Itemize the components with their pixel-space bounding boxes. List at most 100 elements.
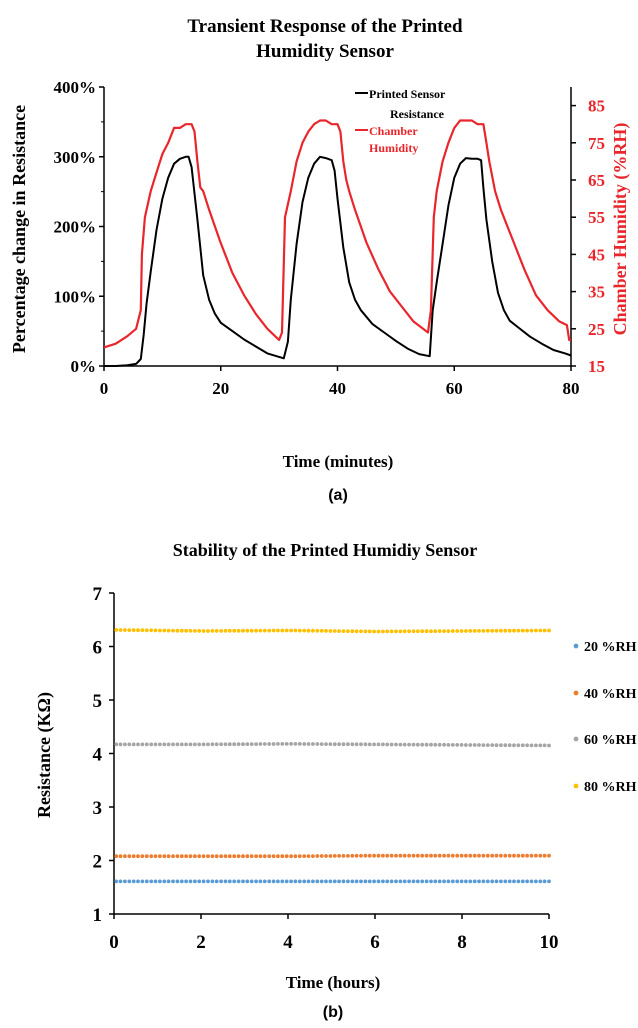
chart-a-x-tick-label: 40 — [329, 379, 346, 398]
data-point — [516, 879, 521, 884]
data-point — [437, 879, 442, 884]
data-point — [149, 879, 154, 884]
data-point — [525, 628, 529, 633]
data-point — [424, 853, 429, 858]
data-point — [227, 742, 232, 747]
data-point — [306, 628, 311, 633]
data-point — [433, 742, 438, 747]
data-point — [184, 879, 189, 884]
data-point — [153, 628, 158, 633]
legend-marker — [573, 783, 579, 789]
data-point — [249, 854, 254, 859]
data-point — [381, 879, 385, 884]
data-point — [507, 879, 512, 884]
data-point — [485, 853, 490, 858]
data-point — [324, 742, 328, 746]
data-point — [166, 742, 171, 747]
data-point — [433, 629, 438, 634]
series-line-chamber-humidity — [103, 119, 571, 349]
chart-a-y2-tick-label: 35 — [588, 283, 605, 302]
series-80-rhpoints — [114, 628, 551, 634]
data-point — [153, 742, 158, 747]
chart-a-y2-tick-label: 85 — [588, 97, 605, 116]
data-point — [271, 854, 276, 859]
data-point — [402, 879, 407, 884]
data-point — [219, 629, 224, 633]
chart-a-x-tick-label: 60 — [446, 379, 463, 398]
data-point — [324, 854, 328, 858]
data-point — [297, 854, 302, 859]
chart-b-y-tick-label: 7 — [93, 584, 103, 605]
data-point — [271, 628, 276, 633]
data-point — [219, 879, 224, 884]
chart-a-axes: 0 20 40 60 80 0% 100% 200% 300% 400% 15 25 35 45 55 65 7… — [54, 78, 606, 398]
data-point — [158, 742, 162, 747]
data-point — [468, 853, 473, 858]
series-40-rhpoints — [114, 853, 551, 859]
data-point — [197, 879, 202, 884]
data-point — [328, 854, 333, 858]
data-point — [389, 629, 394, 634]
data-point — [363, 879, 368, 884]
data-point — [398, 853, 403, 858]
data-point — [450, 743, 455, 747]
data-point — [214, 742, 219, 747]
chart-a-panel-label: (a) — [328, 487, 348, 504]
data-point — [411, 629, 416, 634]
data-point — [175, 628, 180, 633]
data-point — [464, 629, 468, 633]
data-point — [512, 743, 516, 748]
data-point — [507, 628, 512, 633]
legend-label: 40 %RH — [584, 687, 637, 702]
data-point — [437, 629, 442, 633]
data-point — [411, 879, 416, 884]
legend-label-humidity-line-1: Chamber — [369, 124, 418, 138]
data-point — [188, 628, 193, 633]
data-point — [123, 628, 127, 632]
data-point — [210, 879, 215, 884]
data-point — [481, 743, 486, 747]
data-point — [534, 853, 538, 858]
data-point — [459, 853, 464, 858]
data-point — [227, 879, 232, 884]
data-point — [179, 742, 184, 747]
chart-a-y-tick-label: 0% — [71, 357, 97, 376]
data-point — [538, 853, 543, 858]
data-point — [354, 629, 359, 634]
data-point — [302, 879, 307, 884]
data-point — [123, 879, 127, 884]
chart-a-x-tick-label: 20 — [212, 379, 229, 398]
data-point — [415, 879, 420, 884]
chart-b-panel-label: (b) — [323, 1004, 343, 1021]
data-point — [429, 879, 433, 884]
data-point — [337, 629, 341, 633]
data-point — [459, 879, 464, 884]
data-point — [280, 628, 285, 633]
data-point — [262, 879, 267, 884]
data-point — [415, 629, 420, 634]
data-point — [350, 629, 355, 634]
data-point — [525, 743, 529, 748]
data-point — [284, 854, 289, 859]
series-line-sensor-resistance — [104, 155, 572, 367]
data-point — [481, 879, 486, 884]
data-point — [258, 628, 263, 633]
data-point — [166, 854, 171, 859]
data-point — [359, 742, 363, 747]
data-point — [193, 742, 197, 747]
data-point — [118, 628, 123, 632]
data-point — [516, 743, 521, 748]
data-point — [271, 742, 276, 746]
data-point — [341, 854, 346, 858]
data-point — [547, 853, 551, 858]
data-point — [276, 854, 280, 859]
data-point — [241, 742, 245, 747]
data-point — [328, 879, 333, 884]
data-point — [542, 853, 547, 858]
data-point — [149, 742, 154, 747]
data-point — [468, 629, 473, 633]
data-point — [197, 742, 202, 747]
data-point — [529, 853, 534, 858]
data-point — [512, 628, 516, 633]
data-point — [254, 628, 258, 633]
